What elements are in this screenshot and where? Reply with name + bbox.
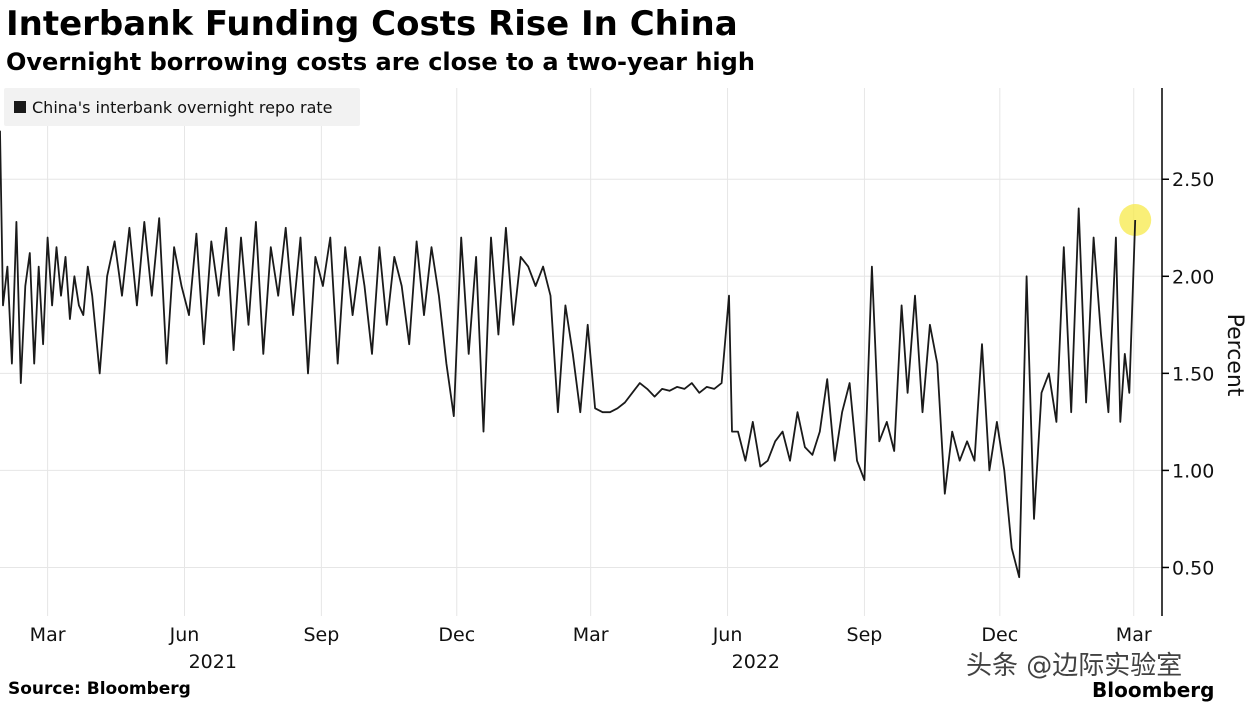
x-tick-label: Sep [303, 624, 339, 646]
y-axis-label: Percent [1222, 314, 1247, 397]
x-tick-label: Mar [1116, 624, 1152, 646]
x-tick-label: Dec [981, 624, 1018, 646]
chart-subtitle: Overnight borrowing costs are close to a… [6, 48, 755, 76]
x-tick-label: Dec [438, 624, 475, 646]
legend-background [4, 88, 360, 126]
x-tick-label: Jun [712, 624, 743, 646]
x-tick-label: Sep [847, 624, 883, 646]
x-tick-label: Mar [573, 624, 609, 646]
highlight-group [1119, 204, 1152, 236]
y-tick-label: 1.00 [1172, 460, 1214, 482]
series-line-repo-rate [0, 130, 1137, 579]
y-tick-label: 0.50 [1172, 557, 1214, 579]
x-year-label: 2022 [732, 651, 780, 673]
y-tick-label: 2.00 [1172, 266, 1214, 288]
legend-label: China's interbank overnight repo rate [32, 98, 333, 117]
latest-value-highlight [1119, 204, 1152, 236]
watermark: 头条 @边际实验室 [966, 651, 1183, 681]
series-group [0, 130, 1137, 579]
y-tick-label: 2.50 [1172, 169, 1214, 191]
chart-grid [0, 88, 1162, 616]
y-tick-label: 1.50 [1172, 363, 1214, 385]
x-year-label: 2021 [189, 651, 237, 673]
y-axis-ticks: 0.50 1.00 1.50 2.00 2.50 [1162, 169, 1214, 579]
legend-swatch [14, 101, 26, 113]
chart-legend: China's interbank overnight repo rate [4, 88, 360, 126]
x-axis-ticks: Mar Jun Sep Dec Mar Jun Sep Dec Mar 2021 2022 [30, 624, 1152, 673]
brand-logo: Bloomberg [1092, 678, 1215, 702]
chart-title: Interbank Funding Costs Rise In China [6, 4, 738, 44]
x-tick-label: Jun [169, 624, 200, 646]
source-note: Source: Bloomberg [8, 679, 191, 699]
x-tick-label: Mar [30, 624, 66, 646]
